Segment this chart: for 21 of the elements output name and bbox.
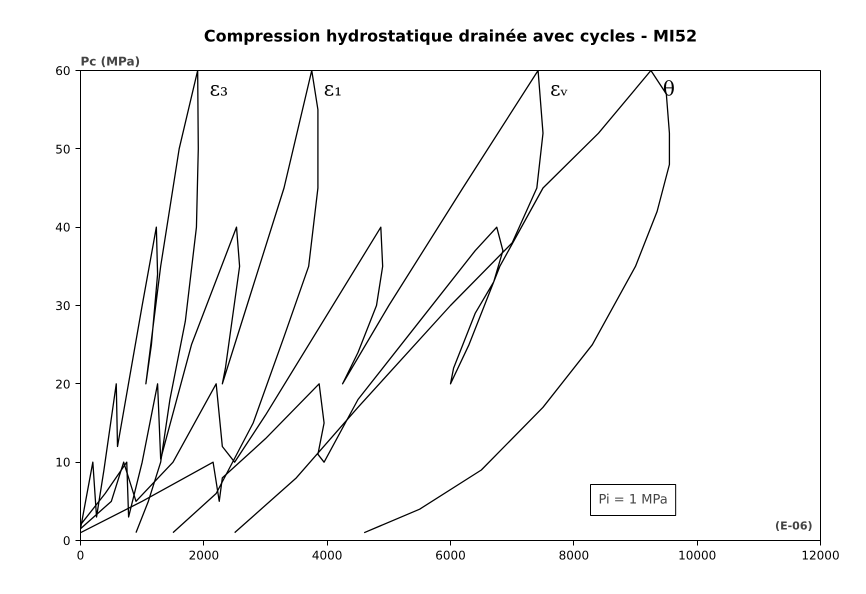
x-tick-label: 8000: [558, 548, 590, 562]
annotation: (E-06): [775, 520, 813, 532]
series-label: ε₁: [324, 76, 342, 100]
x-tick-label: 0: [76, 548, 84, 562]
y-tick-label: 10: [55, 456, 71, 470]
x-tick-label: 6000: [435, 548, 466, 562]
y-tick-label: 60: [55, 64, 71, 78]
y-axis-title: Pc (MPa): [80, 54, 140, 68]
y-tick-label: 40: [55, 220, 71, 235]
x-tick-label: 10000: [678, 548, 716, 562]
y-tick-label: 30: [55, 299, 71, 313]
chart-title: Compression hydrostatique drainée avec cycles - MI52: [204, 26, 698, 46]
x-tick-label: 2000: [188, 548, 220, 562]
series-label: ε₃: [210, 76, 228, 100]
x-tick-label: 12000: [801, 548, 840, 562]
x-tick-label: 4000: [312, 548, 342, 562]
annotation: Pi = 1 MPa: [598, 492, 668, 508]
y-tick-label: 50: [55, 142, 71, 156]
y-tick-label: 20: [55, 377, 71, 392]
series-label: εᵥ: [550, 76, 568, 100]
y-tick-label: 0: [62, 534, 71, 548]
